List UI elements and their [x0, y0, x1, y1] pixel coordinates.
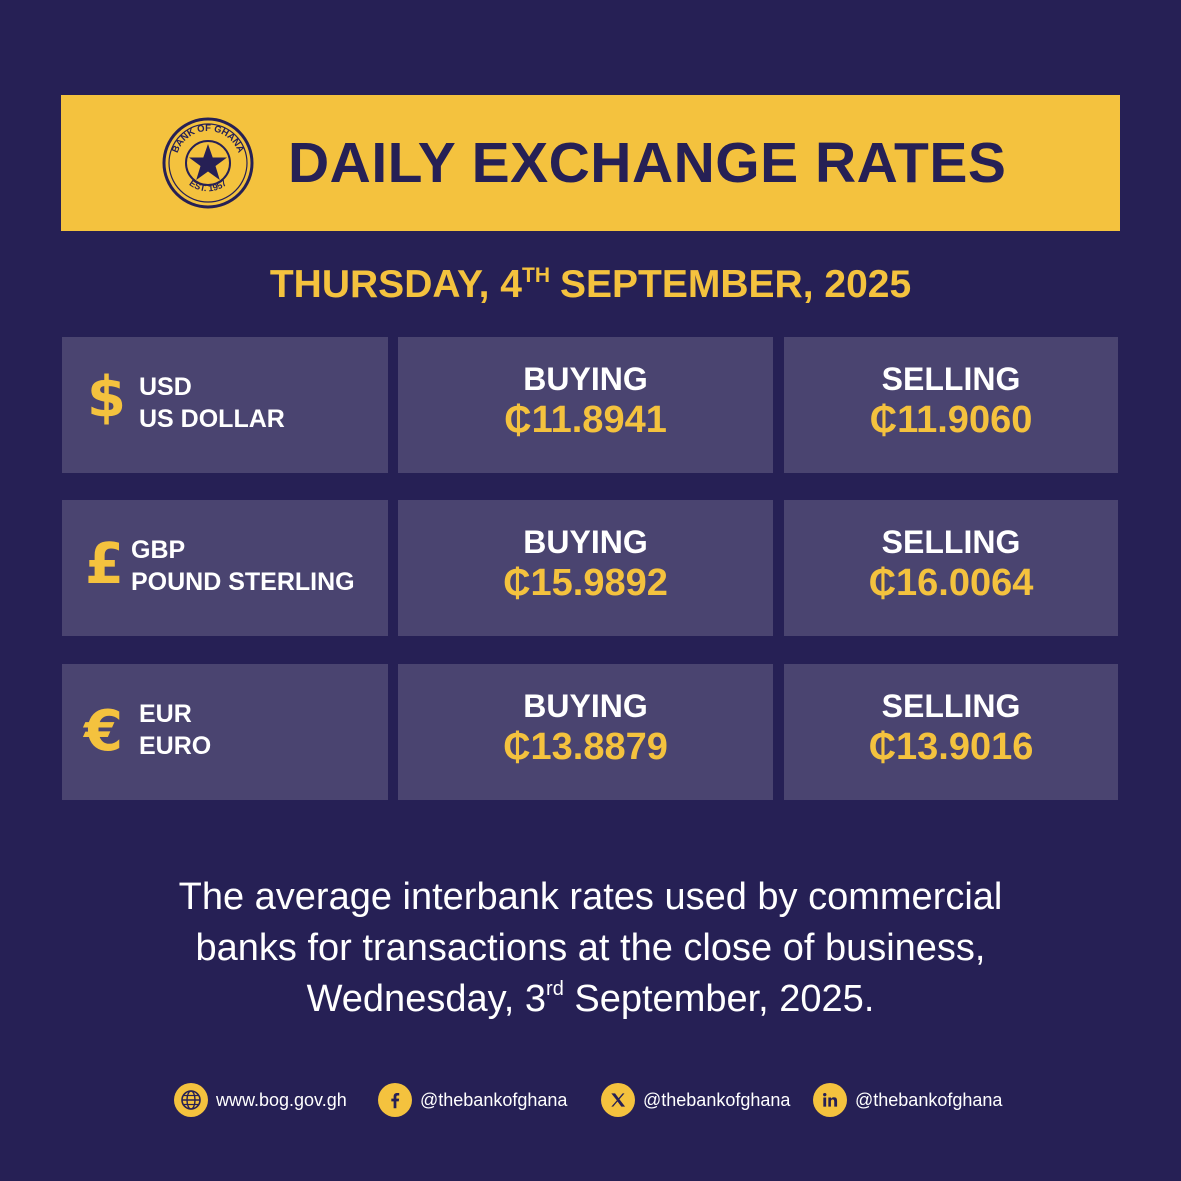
buying-rate: ₵15.9892 — [503, 562, 668, 604]
rates-footnote: The average interbank rates used by comm… — [178, 876, 1003, 1020]
buying-cell-usd: BUYING ₵11.8941 — [398, 337, 773, 473]
currency-name: US DOLLAR — [139, 405, 285, 433]
selling-cell-gbp: SELLING ₵16.0064 — [784, 500, 1118, 636]
buying-label: BUYING — [523, 688, 648, 724]
linkedin-link[interactable]: @thebankofghana — [813, 1083, 1002, 1117]
selling-label: SELLING — [881, 361, 1021, 397]
x-handle: @thebankofghana — [643, 1089, 791, 1110]
globe-icon — [174, 1083, 208, 1117]
selling-rate: ₵16.0064 — [868, 562, 1034, 604]
currency-cell-gbp: £ GBP POUND STERLING — [62, 500, 388, 636]
page-title: DAILY EXCHANGE RATES — [288, 131, 1007, 195]
selling-rate: ₵13.9016 — [868, 726, 1034, 768]
x-link[interactable]: @thebankofghana — [601, 1083, 790, 1117]
facebook-link[interactable]: @thebankofghana — [378, 1083, 567, 1117]
selling-cell-eur: SELLING ₵13.9016 — [784, 664, 1118, 800]
buying-label: BUYING — [523, 361, 648, 397]
buying-cell-eur: BUYING ₵13.8879 — [398, 664, 773, 800]
pound-icon: £ — [85, 532, 124, 597]
euro-icon: € — [84, 699, 123, 764]
linkedin-handle: @thebankofghana — [855, 1089, 1003, 1110]
selling-label: SELLING — [881, 688, 1021, 724]
buying-cell-gbp: BUYING ₵15.9892 — [398, 500, 773, 636]
buying-rate: ₵11.8941 — [504, 399, 667, 441]
selling-cell-usd: SELLING ₵11.9060 — [784, 337, 1118, 473]
currency-code: USD — [139, 373, 192, 401]
selling-rate: ₵11.9060 — [869, 399, 1033, 441]
currency-name: POUND STERLING — [131, 568, 355, 596]
dollar-icon: $ — [87, 365, 126, 430]
selling-label: SELLING — [881, 524, 1021, 560]
currency-cell-usd: $ USD US DOLLAR — [62, 337, 388, 473]
website-text: www.bog.gov.gh — [216, 1089, 347, 1110]
facebook-handle: @thebankofghana — [420, 1089, 568, 1110]
currency-name: EURO — [139, 732, 212, 760]
linkedin-icon — [813, 1083, 847, 1117]
rates-date: THURSDAY, 4TH SEPTEMBER, 2025 — [269, 263, 912, 306]
bank-of-ghana-seal-icon: BANK OF GHANA EST. 1957 — [162, 117, 254, 209]
buying-rate: ₵13.8879 — [503, 726, 668, 768]
x-icon — [601, 1083, 635, 1117]
website-link[interactable]: www.bog.gov.gh — [174, 1083, 347, 1117]
currency-code: GBP — [131, 536, 186, 564]
currency-cell-eur: € EUR EURO — [62, 664, 388, 800]
buying-label: BUYING — [523, 524, 648, 560]
facebook-icon — [378, 1083, 412, 1117]
svg-text:EST. 1957: EST. 1957 — [188, 178, 229, 194]
title-banner — [61, 95, 1120, 231]
currency-code: EUR — [139, 700, 192, 728]
